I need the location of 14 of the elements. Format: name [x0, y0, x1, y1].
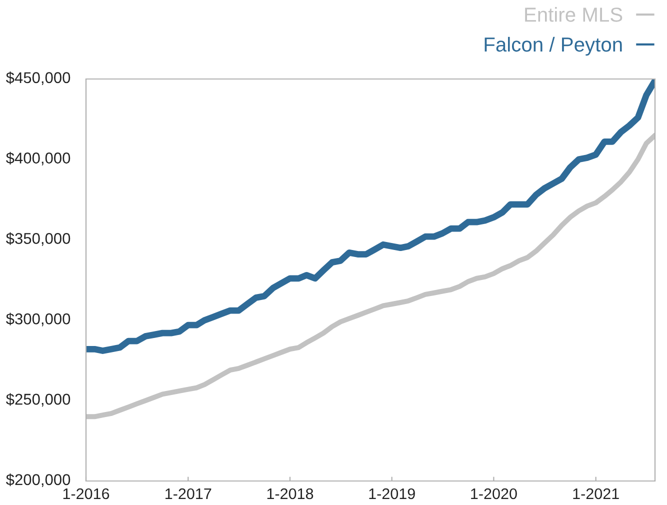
y-tick-label: $350,000 — [6, 232, 70, 246]
x-tick-label: 1-2017 — [166, 488, 212, 500]
y-tick-label: $450,000 — [6, 72, 70, 86]
legend-label: Falcon / Peyton — [484, 36, 622, 56]
y-tick-label: $250,000 — [6, 393, 70, 407]
y-tick-label: $300,000 — [6, 312, 70, 326]
y-tick-label: $400,000 — [6, 152, 70, 166]
y-tick-label: $200,000 — [6, 474, 70, 488]
x-tick-label: 1-2021 — [573, 488, 619, 500]
legend-label: Entire MLS — [525, 7, 622, 22]
x-tick-label: 1-2019 — [369, 488, 415, 500]
x-tick-label: 1-2018 — [267, 488, 314, 500]
x-tick-label: 1-2016 — [63, 488, 110, 500]
x-tick-label: 1-2020 — [471, 488, 517, 500]
